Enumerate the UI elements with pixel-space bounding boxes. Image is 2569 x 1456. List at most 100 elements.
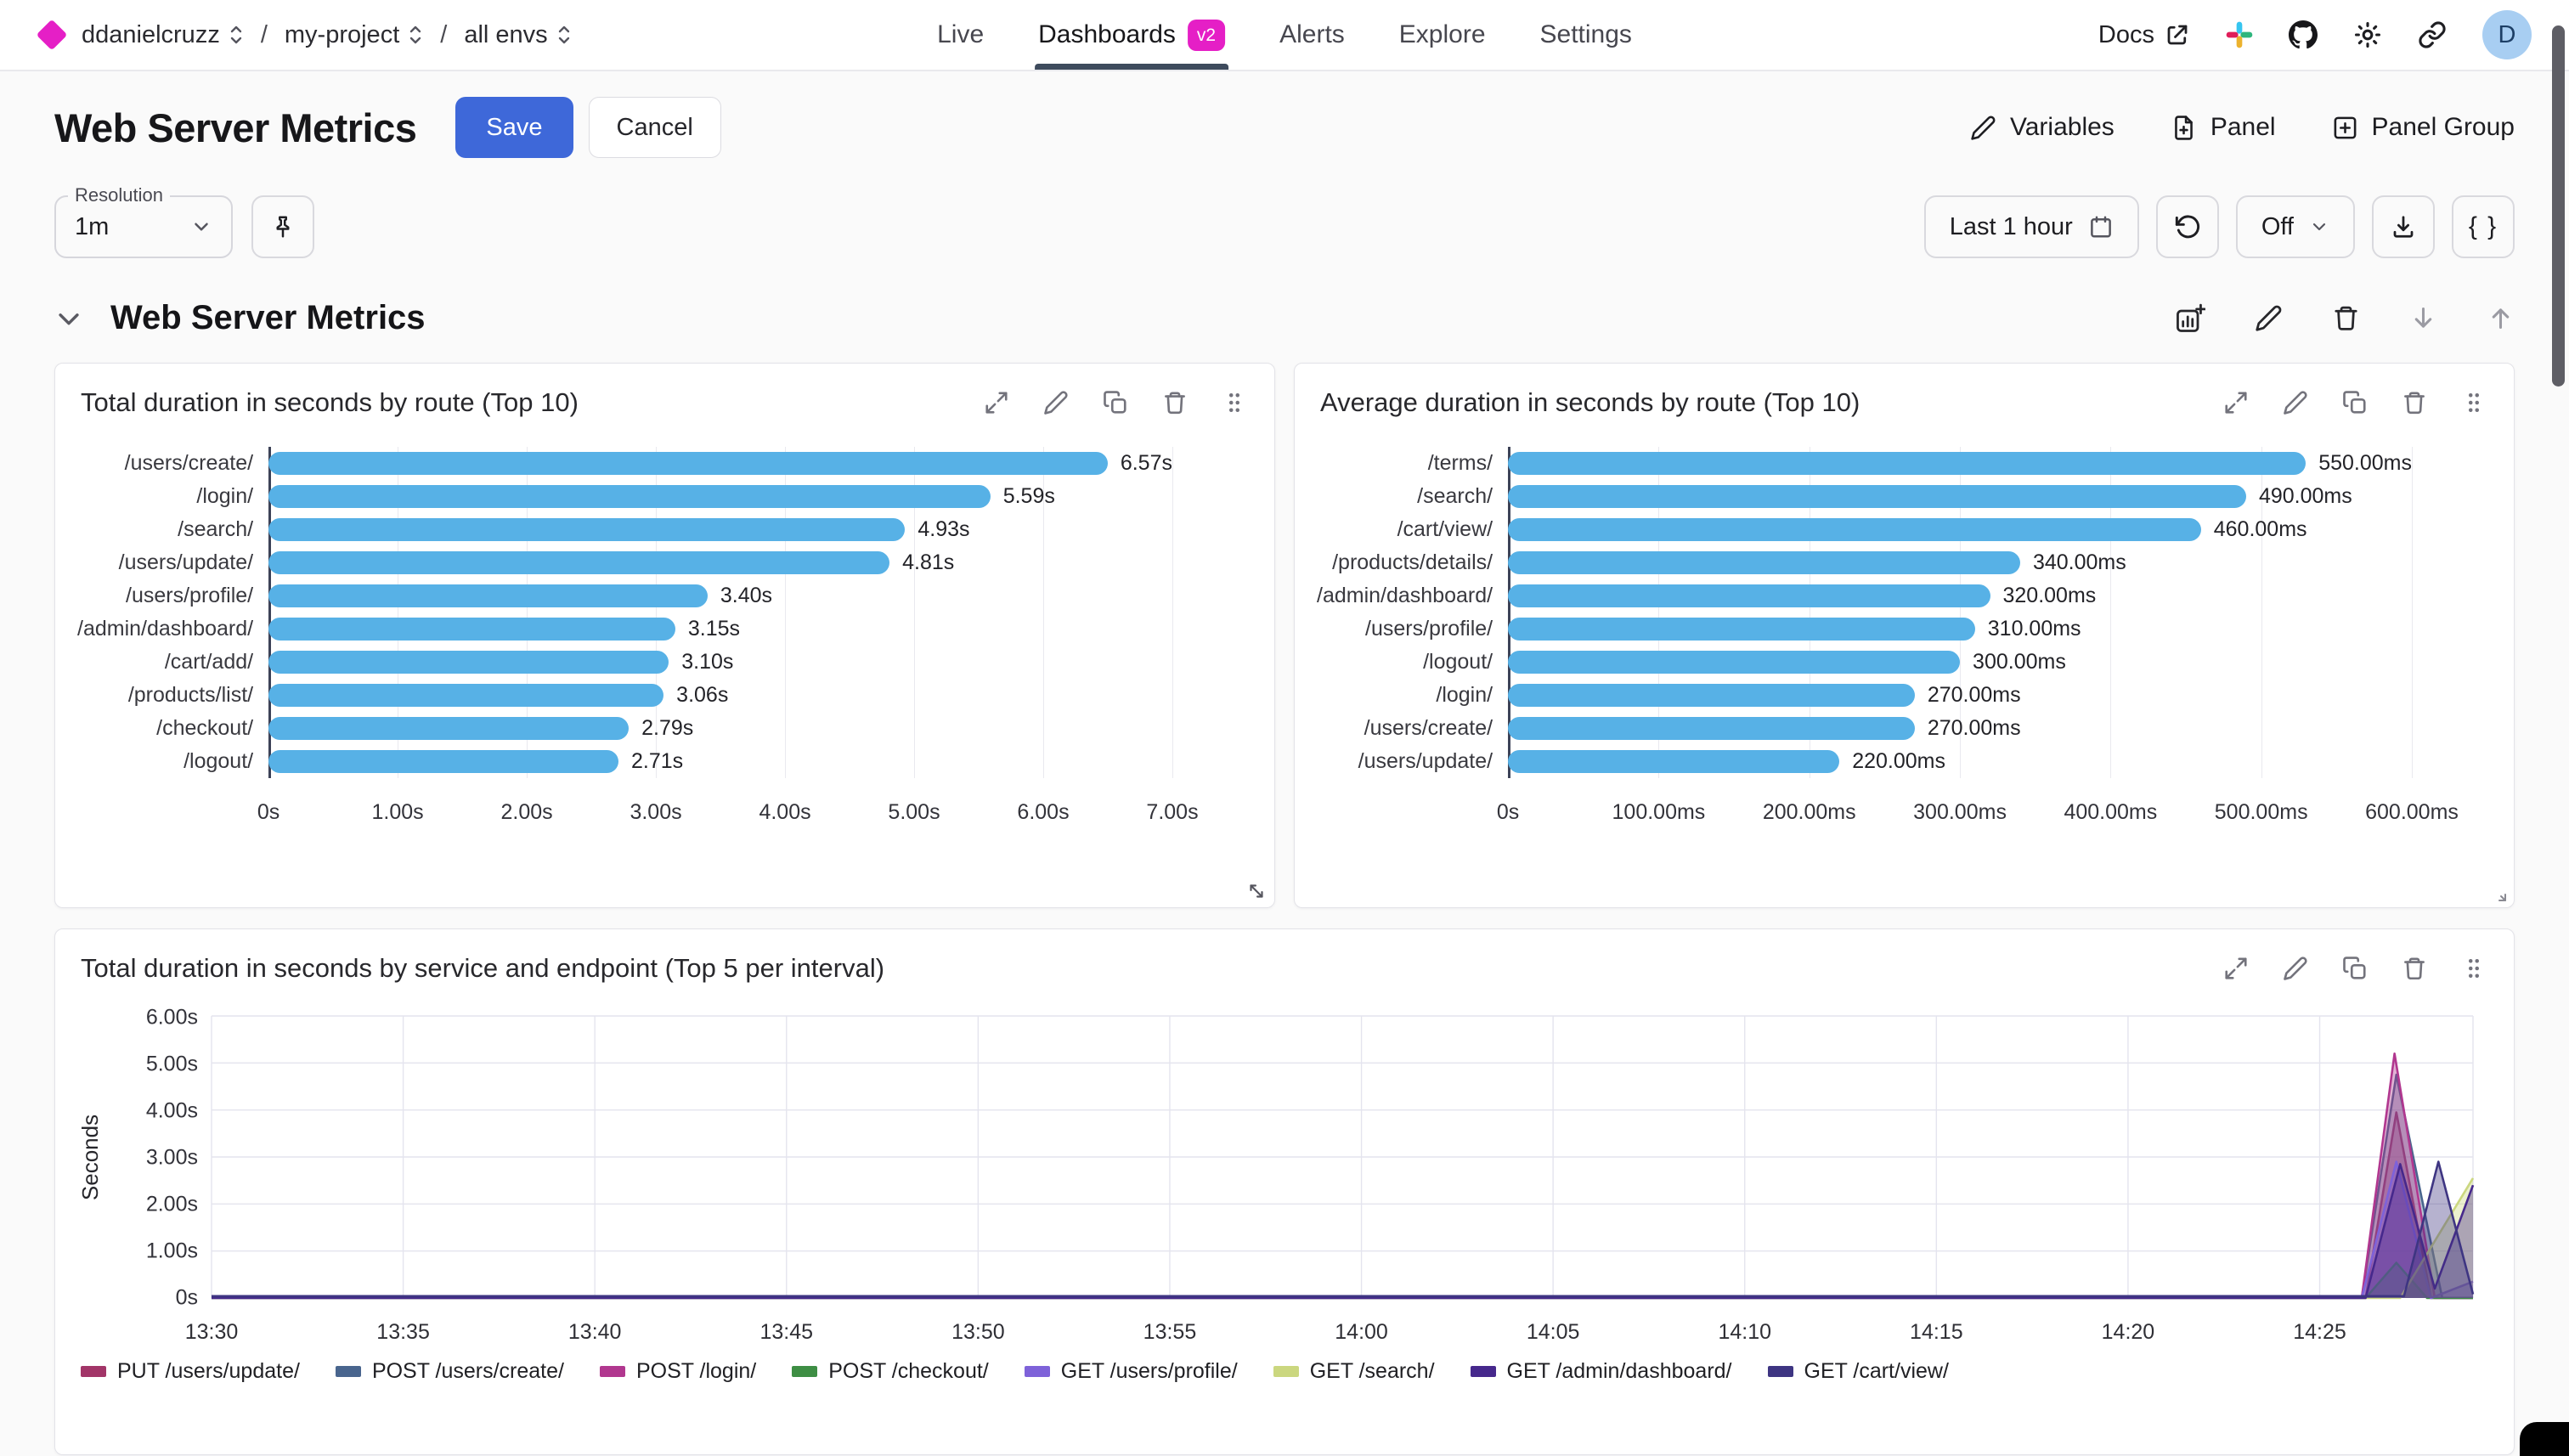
legend-item[interactable]: GET /cart/view/ [1767,1359,1949,1384]
bar[interactable] [268,551,890,574]
bar-row: 4.93s [268,513,1172,546]
bar[interactable] [1508,684,1915,707]
bar[interactable] [268,651,669,674]
slack-icon[interactable] [2226,21,2253,48]
legend-item[interactable]: POST /users/create/ [335,1359,564,1384]
legend-item[interactable]: GET /search/ [1273,1359,1435,1384]
bar[interactable] [268,750,618,773]
tab-live[interactable]: Live [937,0,984,70]
bar-category-label: /logout/ [184,749,254,773]
bar[interactable] [268,717,630,740]
project-selector[interactable]: my-project [285,21,423,49]
resize-handle-icon[interactable] [1245,880,1268,902]
delete-group-icon[interactable] [2332,304,2360,332]
bar[interactable] [1508,485,2246,508]
duplicate-panel-icon[interactable] [2342,956,2368,981]
x-tick-label: 300.00ms [1913,800,2007,824]
panel-group-title: Web Server Metrics [110,299,426,336]
tab-settings[interactable]: Settings [1540,0,1632,70]
legend-item[interactable]: PUT /users/update/ [81,1359,300,1384]
edit-panel-icon[interactable] [2283,390,2308,415]
tab-alerts[interactable]: Alerts [1279,0,1345,70]
bar[interactable] [1508,618,1975,641]
legend-label: PUT /users/update/ [117,1359,300,1383]
add-panel-button[interactable]: Panel [2171,113,2276,142]
bar-value-label: 3.10s [681,650,734,674]
bar-row: 6.57s [268,447,1172,480]
avatar[interactable]: D [2482,10,2532,59]
move-group-down-icon[interactable] [2409,304,2437,332]
delete-panel-icon[interactable] [1162,390,1188,415]
legend-swatch [1024,1366,1050,1377]
add-chart-icon[interactable] [2175,303,2205,334]
brand-diamond-logo[interactable] [36,19,68,51]
duplicate-panel-icon[interactable] [2342,390,2368,415]
tab-explore[interactable]: Explore [1399,0,1486,70]
bar[interactable] [1508,518,2201,541]
move-group-up-icon[interactable] [2487,304,2515,332]
bar-value-label: 3.15s [687,617,741,641]
bar[interactable] [268,485,991,508]
refresh-button[interactable] [2155,195,2219,258]
github-icon[interactable] [2289,20,2318,49]
share-link-icon[interactable] [2418,20,2447,49]
edit-group-icon[interactable] [2255,304,2283,332]
bar-row: 320.00ms [1508,579,2412,612]
docs-link[interactable]: Docs [2098,21,2190,49]
save-button[interactable]: Save [455,97,573,158]
resolution-select[interactable]: Resolution 1m [54,184,233,258]
edit-panel-icon[interactable] [2283,956,2308,981]
nav-tabs: Live Dashboards v2 Alerts Explore Settings [937,0,1632,70]
time-range-picker[interactable]: Last 1 hour [1923,195,2139,258]
org-selector[interactable]: ddanielcruzz [82,21,244,49]
edit-panel-icon[interactable] [1043,390,1069,415]
json-view-button[interactable]: { } [2452,195,2515,258]
tab-dashboards[interactable]: Dashboards v2 [1035,0,1229,70]
x-tick-label: 2.00s [500,800,553,824]
expand-panel-icon[interactable] [2223,956,2249,981]
drag-handle-icon[interactable] [2461,956,2487,981]
legend-item[interactable]: POST /checkout/ [792,1359,989,1384]
pin-resolution-button[interactable] [251,195,314,258]
bar[interactable] [268,518,906,541]
series-line [212,1075,2473,1298]
x-tick-label: 1.00s [371,800,424,824]
duplicate-panel-icon[interactable] [1103,390,1128,415]
bar-category-label: /products/details/ [1332,550,1493,574]
drag-handle-icon[interactable] [1222,390,1247,415]
download-button[interactable] [2372,195,2435,258]
expand-panel-icon[interactable] [2223,390,2249,415]
theme-toggle-sun-icon[interactable] [2353,20,2382,49]
env-selector[interactable]: all envs [464,21,571,49]
bar[interactable] [1508,651,1961,674]
drag-handle-icon[interactable] [2461,390,2487,415]
delete-panel-icon[interactable] [2402,956,2427,981]
bar-category-label: /users/update/ [118,550,254,574]
cancel-button[interactable]: Cancel [588,97,721,158]
bar[interactable] [1508,750,1840,773]
legend-swatch [1273,1366,1299,1377]
collapse-chevron-icon[interactable] [54,304,83,333]
legend-item[interactable]: GET /users/profile/ [1024,1359,1238,1384]
legend-item[interactable]: GET /admin/dashboard/ [1470,1359,1732,1384]
bar[interactable] [1508,452,2306,475]
x-tick-label: 14:05 [1526,1320,1580,1344]
bar[interactable] [1508,551,2020,574]
bar[interactable] [268,452,1108,475]
bar[interactable] [1508,717,1915,740]
y-tick-labels: 0s 1.00s 2.00s 3.00s 4.00s 5.00s 6.00s [111,1006,212,1310]
expand-panel-icon[interactable] [984,390,1009,415]
bar[interactable] [268,684,664,707]
delete-panel-icon[interactable] [2402,390,2427,415]
bar[interactable] [268,584,708,607]
legend-item[interactable]: POST /login/ [599,1359,756,1384]
x-tick-label: 14:25 [2293,1320,2346,1344]
variables-button[interactable]: Variables [1970,113,2114,142]
resize-corner-icon[interactable] [2488,883,2509,904]
bar[interactable] [268,618,675,641]
auto-refresh-select[interactable]: Off [2235,195,2355,258]
bar[interactable] [1508,584,1990,607]
bar-value-label: 270.00ms [1927,716,2021,740]
page-scrollbar-thumb[interactable] [2552,25,2565,387]
add-panel-group-button[interactable]: Panel Group [2332,113,2515,142]
